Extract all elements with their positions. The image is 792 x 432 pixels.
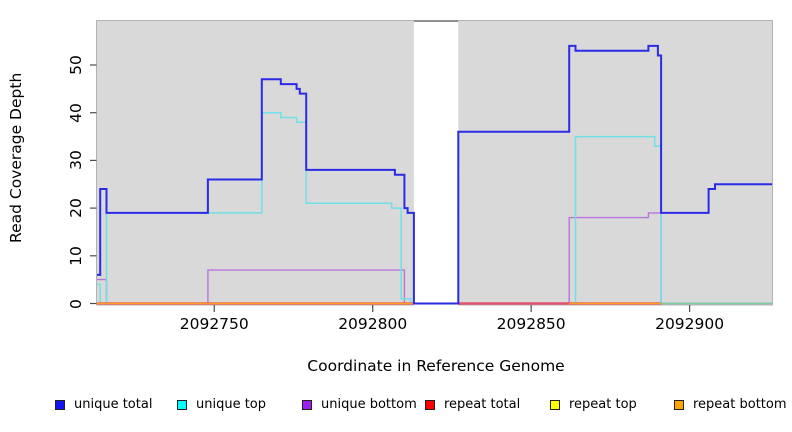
x-tick-label: 2092900	[655, 315, 725, 333]
y-tick-label: 50	[67, 55, 85, 75]
series-line-unique-top	[97, 111, 414, 305]
x-axis-title: Coordinate in Reference Genome	[307, 357, 565, 375]
y-axis-title: Read Coverage Depth	[7, 72, 25, 243]
no-data-gap-band	[413, 21, 459, 306]
x-tick-label: 2092850	[496, 315, 566, 333]
x-tick-label: 2092800	[338, 315, 408, 333]
y-tick-label: 30	[67, 150, 85, 171]
y-tick-label: 0	[67, 298, 85, 309]
y-tick-label: 20	[67, 198, 85, 218]
x-tick-label: 2092750	[179, 315, 249, 333]
no-data-gap-top-mark	[413, 20, 459, 22]
y-tick-label: 10	[67, 245, 85, 266]
series-line-unique-total	[97, 44, 772, 305]
y-tick-label: 40	[67, 102, 85, 123]
